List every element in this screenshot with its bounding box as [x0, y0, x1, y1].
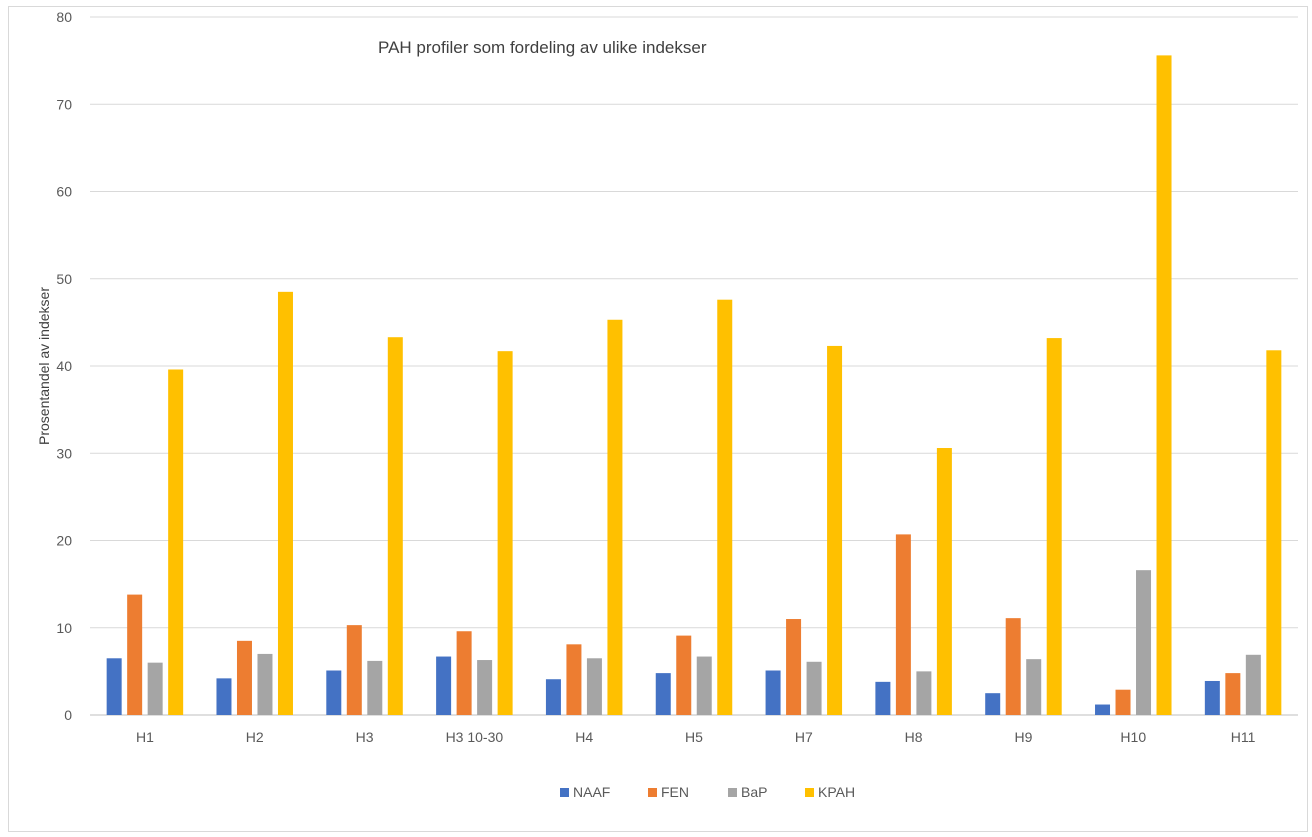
x-tick-label: H8: [905, 729, 923, 745]
bar-kpah-h8: [936, 448, 952, 715]
bar-bap-h3-10-30: [477, 660, 493, 715]
bar-fen-h3: [346, 625, 362, 715]
bar-kpah-h3-10-30: [497, 351, 513, 715]
bar-kpah-h7: [827, 345, 843, 715]
bar-naaf-h5: [655, 673, 671, 715]
y-tick-label: 80: [56, 9, 72, 25]
x-tick-label: H2: [246, 729, 264, 745]
bar-kpah-h10: [1156, 55, 1172, 715]
y-axis-title: Prosentandel av indekser: [36, 287, 52, 445]
bar-bap-h7: [806, 661, 822, 715]
bar-bap-h10: [1136, 570, 1152, 715]
y-tick-label: 70: [56, 96, 72, 112]
bar-fen-h10: [1115, 689, 1131, 715]
bar-fen-h8: [895, 534, 911, 715]
x-tick-label: H4: [575, 729, 593, 745]
bar-fen-h5: [676, 635, 692, 715]
x-tick-label: H10: [1120, 729, 1146, 745]
bars: [106, 55, 1282, 715]
y-tick-label: 10: [56, 620, 72, 636]
bar-kpah-h3: [387, 337, 403, 715]
legend-swatch-bap: [728, 788, 737, 797]
legend-label-naaf: NAAF: [573, 784, 610, 800]
bar-bap-h4: [586, 658, 602, 715]
chart-title: PAH profiler som fordeling av ulike inde…: [378, 38, 707, 57]
y-tick-label: 0: [64, 707, 72, 723]
x-tick-label: H3 10-30: [446, 729, 504, 745]
y-tick-label: 40: [56, 358, 72, 374]
y-tick-label: 30: [56, 445, 72, 461]
bar-naaf-h3: [326, 670, 342, 715]
y-tick-label: 20: [56, 533, 72, 549]
y-axis-ticks: 0 10 20 30 40 50 60 70 80: [56, 9, 72, 723]
bar-kpah-h4: [607, 319, 623, 715]
bar-kpah-h1: [168, 369, 184, 715]
x-tick-label: H9: [1015, 729, 1033, 745]
bar-bap-h2: [257, 653, 273, 715]
gridlines: [90, 16, 1298, 716]
bar-fen-h3-10-30: [456, 631, 472, 715]
legend-label-fen: FEN: [661, 784, 689, 800]
bar-bap-h5: [696, 656, 712, 715]
bar-bap-h9: [1026, 659, 1042, 715]
bar-naaf-h11: [1204, 680, 1220, 715]
x-tick-label: H11: [1231, 729, 1256, 745]
x-tick-label: H1: [136, 729, 154, 745]
bar-fen-h11: [1225, 673, 1241, 715]
bar-naaf-h10: [1095, 704, 1111, 715]
bar-naaf-h4: [545, 679, 561, 715]
y-tick-label: 60: [56, 184, 72, 200]
legend-swatch-fen: [648, 788, 657, 797]
bar-kpah-h5: [717, 299, 733, 715]
x-axis-ticks: H1 H2 H3 H3 10-30 H4 H5 H7 H8 H9 H10 H11: [136, 729, 1256, 745]
bar-kpah-h11: [1266, 350, 1282, 715]
legend-label-kpah: KPAH: [818, 784, 855, 800]
bar-bap-h1: [147, 662, 163, 715]
bar-bap-h11: [1245, 654, 1261, 715]
legend-label-bap: BaP: [741, 784, 767, 800]
bar-naaf-h1: [106, 658, 122, 715]
bar-naaf-h2: [216, 678, 232, 715]
bar-naaf-h7: [765, 670, 781, 715]
bar-naaf-h8: [875, 681, 891, 715]
legend: NAAF FEN BaP KPAH: [560, 784, 855, 800]
bar-fen-h7: [786, 619, 802, 715]
bar-fen-h2: [236, 640, 252, 715]
legend-swatch-kpah: [805, 788, 814, 797]
x-tick-label: H5: [685, 729, 703, 745]
legend-swatch-naaf: [560, 788, 569, 797]
bar-kpah-h9: [1046, 338, 1062, 715]
x-tick-label: H7: [795, 729, 813, 745]
bar-kpah-h2: [277, 291, 293, 715]
x-tick-label: H3: [356, 729, 374, 745]
bar-fen-h9: [1005, 618, 1021, 715]
bar-naaf-h3-10-30: [436, 656, 452, 715]
bar-bap-h3: [367, 660, 383, 715]
bar-naaf-h9: [985, 693, 1001, 715]
bar-fen-h1: [127, 594, 143, 715]
bar-fen-h4: [566, 644, 582, 715]
y-tick-label: 50: [56, 271, 72, 287]
bar-bap-h8: [916, 671, 932, 715]
